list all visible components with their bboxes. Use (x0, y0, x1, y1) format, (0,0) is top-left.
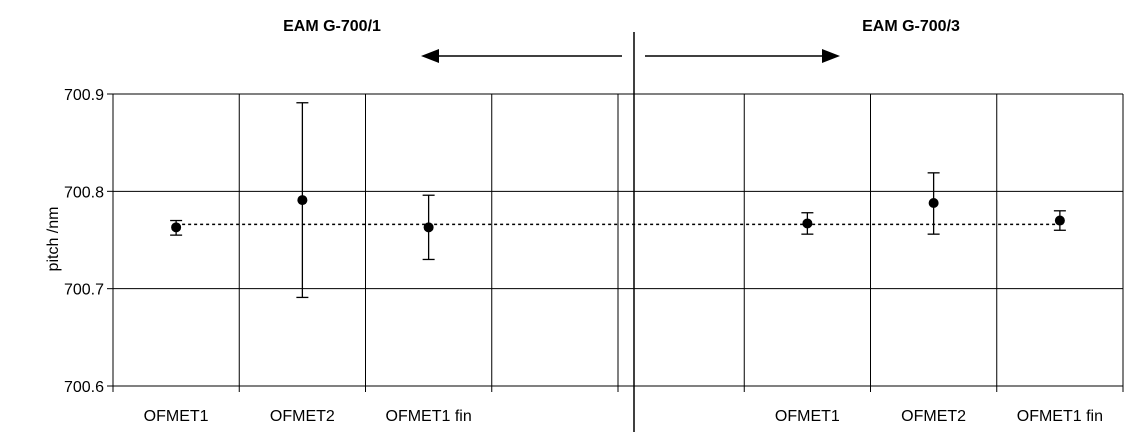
group-title-right: EAM G-700/3 (862, 18, 960, 35)
arrow-right (645, 49, 840, 63)
data-point-group (801, 212, 814, 235)
x-tick-labels: OFMET1 OFMET2 OFMET1 fin OFMET1 OFMET2 OFMET1… (144, 408, 1103, 425)
x-tick-label: OFMET1 (775, 408, 840, 425)
data-point (171, 222, 182, 233)
y-tick-label: 700.7 (64, 282, 104, 299)
data-point-group (296, 102, 309, 299)
arrow-left (421, 49, 622, 63)
data-point (802, 218, 813, 229)
y-tick-label: 700.9 (64, 87, 104, 104)
data-points (170, 102, 1066, 299)
data-point-group (1053, 210, 1066, 231)
plot-border (112, 94, 1124, 392)
data-point (928, 198, 939, 209)
x-tick-label: OFMET2 (901, 408, 966, 425)
x-tick-label: OFMET1 (144, 408, 209, 425)
y-axis-title: pitch /nm (45, 207, 62, 272)
data-point-group (927, 172, 940, 235)
data-point (1054, 215, 1065, 226)
gridlines (107, 93, 1123, 387)
x-tick-label: OFMET1 fin (386, 408, 472, 425)
y-tick-label: 700.6 (64, 379, 104, 396)
x-tick-label: OFMET2 (270, 408, 335, 425)
data-point-group (170, 219, 183, 236)
data-point (423, 222, 434, 233)
y-tick-labels: 700.6 700.7 700.8 700.9 (64, 87, 104, 396)
data-point (297, 195, 308, 206)
data-point-group (422, 194, 435, 261)
x-tick-label: OFMET1 fin (1017, 408, 1103, 425)
group-title-left: EAM G-700/1 (283, 18, 381, 35)
y-tick-label: 700.8 (64, 184, 104, 201)
